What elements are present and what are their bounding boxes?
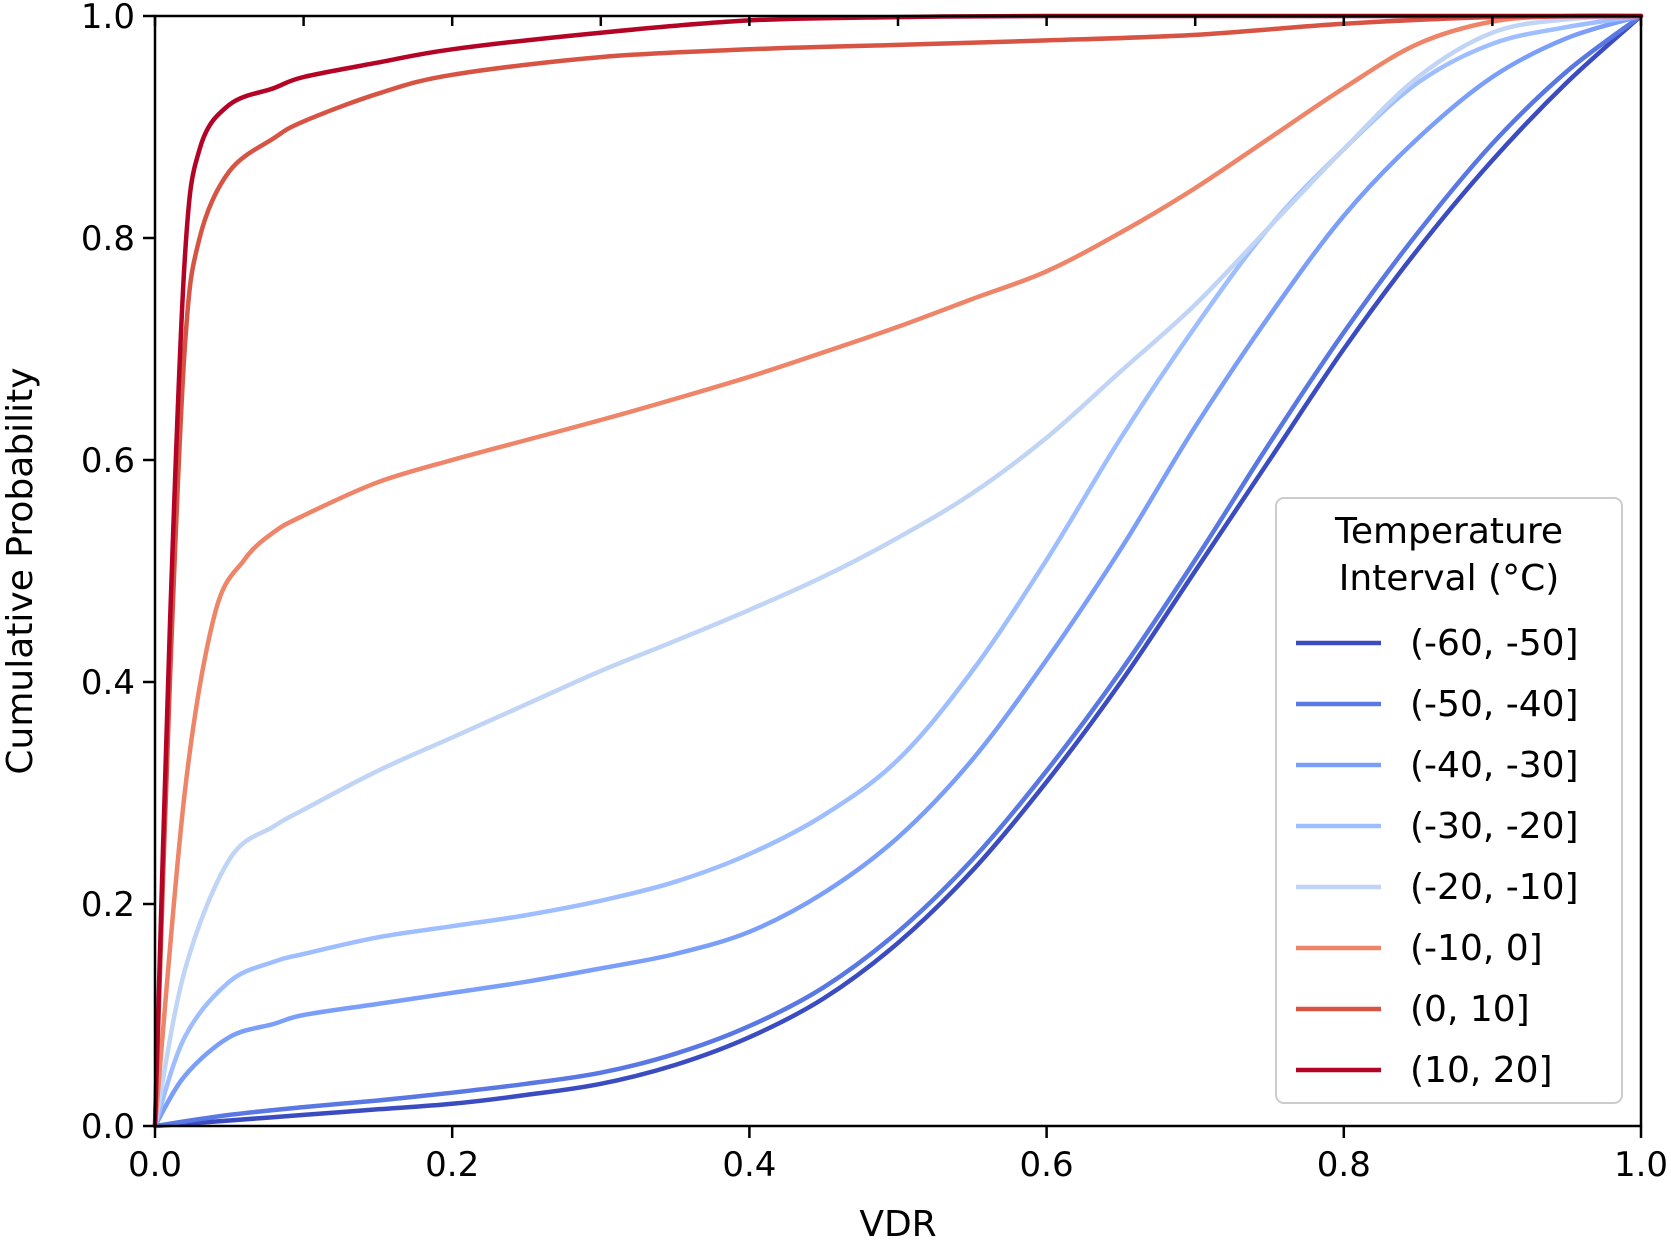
y-tick-label: 0.4 — [81, 663, 135, 703]
legend-label: (-40, -30] — [1410, 745, 1579, 786]
legend-entry: (-30, -20] — [1296, 806, 1579, 847]
ticks-layer: 0.0 0.2 0.4 0.6 0.8 1.0 0.0 0.2 0.4 0.6 0.8 1.0 — [81, 0, 1668, 1185]
legend-label: (-60, -50] — [1410, 623, 1579, 664]
series-line-3 — [152, 13, 1644, 1129]
x-tick-label: 0.2 — [425, 1145, 479, 1185]
y-tick-label: 0.0 — [81, 1107, 135, 1147]
y-tick-label: 0.2 — [81, 885, 135, 925]
legend-entry: (-10, 0] — [1296, 928, 1543, 969]
legend-entry: (-40, -30] — [1296, 745, 1579, 786]
legend-entry: (10, 20] — [1296, 1050, 1553, 1091]
series-line-7 — [152, 13, 1644, 1129]
legend-label: (-30, -20] — [1410, 806, 1579, 847]
legend-title-line1: Temperature — [1334, 511, 1563, 552]
x-axis-label: VDR — [859, 1204, 936, 1241]
legend-entry: (-20, -10] — [1296, 867, 1579, 908]
series-line-1 — [152, 13, 1644, 1129]
series-line-2 — [152, 13, 1644, 1129]
y-tick-label: 0.6 — [81, 441, 135, 481]
y-axis-label: Cumulative Probability — [0, 367, 41, 774]
legend: Temperature Interval (°C) (-60, -50] (-50… — [1275, 497, 1623, 1104]
series-layer — [152, 13, 1644, 1129]
legend-label: (-50, -40] — [1410, 684, 1579, 725]
x-tick-label: 1.0 — [1614, 1145, 1668, 1185]
legend-label: (10, 20] — [1410, 1050, 1553, 1091]
x-tick-label: 0.6 — [1020, 1145, 1074, 1185]
x-tick-label: 0.4 — [722, 1145, 776, 1185]
y-tick-label: 0.8 — [81, 219, 135, 259]
x-tick-label: 0.8 — [1317, 1145, 1371, 1185]
legend-label: (-10, 0] — [1410, 928, 1543, 969]
legend-label: (0, 10] — [1410, 989, 1530, 1030]
legend-entry: (0, 10] — [1296, 989, 1530, 1030]
legend-entry: (-50, -40] — [1296, 684, 1579, 725]
series-line-5 — [152, 13, 1644, 1129]
legend-label: (-20, -10] — [1410, 867, 1579, 908]
y-tick-label: 1.0 — [81, 0, 135, 37]
legend-frame — [1275, 497, 1623, 1104]
legend-title-line2: Interval (°C) — [1339, 558, 1560, 599]
series-line-6 — [152, 13, 1644, 1129]
legend-entry: (-60, -50] — [1296, 623, 1579, 664]
x-tick-label: 0.0 — [128, 1145, 182, 1185]
legend-entries: (-60, -50] (-50, -40] (-40, -30] (-30, -20]… — [1296, 623, 1579, 1091]
